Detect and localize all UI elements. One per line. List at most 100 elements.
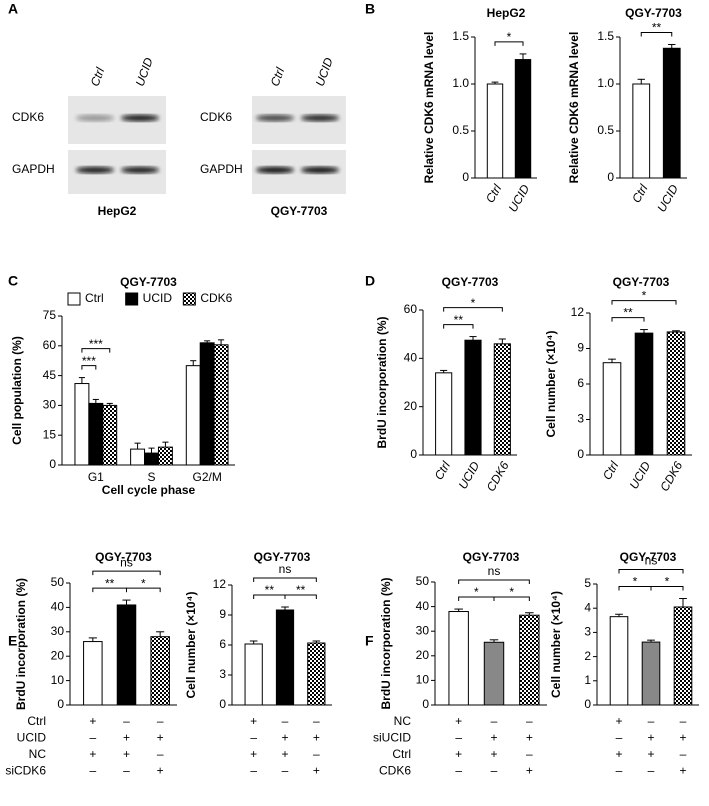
y-tick-label: 3 [219, 667, 226, 681]
y-tick-label: 1.5 [597, 29, 614, 43]
bar [116, 604, 137, 706]
x-tick-label: Ctrl [600, 459, 622, 482]
bar [157, 446, 173, 466]
condition-mark: – [157, 747, 164, 761]
blot-band [121, 166, 159, 174]
panel-label: F [365, 633, 374, 649]
condition-mark: + [455, 747, 462, 761]
y-tick-label: 20 [51, 648, 65, 662]
significance-label: * [507, 30, 512, 44]
y-tick-label: 40 [51, 600, 65, 614]
condition-mark: – [282, 764, 289, 778]
blot-band [76, 166, 114, 174]
condition-mark: + [89, 747, 96, 761]
chart-title: QGY-7703 [613, 275, 670, 289]
y-tick-label: 0 [584, 697, 591, 711]
significance-bracket [494, 41, 524, 46]
x-tick-label: UCID [627, 459, 654, 492]
condition-mark: + [615, 747, 622, 761]
condition-label: NC [29, 747, 47, 761]
significance-label: * [471, 296, 476, 310]
significance-bracket [650, 586, 684, 591]
panel-label: A [8, 1, 18, 17]
y-axis-label: Cell number (×10⁴) [549, 591, 563, 698]
condition-mark: – [491, 764, 498, 778]
y-axis-label: BrdU incorporation (%) [379, 578, 393, 710]
significance-label: ** [265, 583, 275, 597]
x-axis-label: Cell cycle phase [102, 483, 196, 497]
bar [464, 339, 482, 456]
lane-label: UCID [133, 55, 156, 88]
bar [88, 402, 104, 466]
significance-label: ** [105, 576, 115, 590]
condition-label: siCDK6 [5, 764, 46, 778]
condition-mark: + [89, 714, 96, 728]
panel-label: D [365, 273, 375, 289]
significance-bracket [493, 596, 530, 602]
y-tick-label: 6 [577, 376, 584, 390]
blot-band [76, 114, 114, 122]
legend-swatch [67, 292, 81, 306]
chart-title: HepG2 [487, 6, 526, 20]
y-tick-label: 2 [584, 649, 591, 663]
bar [493, 343, 511, 456]
condition-mark: – [616, 764, 623, 778]
condition-mark: + [313, 731, 320, 745]
condition-mark: – [526, 747, 533, 761]
y-tick-label: 0.5 [452, 123, 469, 137]
bar [609, 616, 629, 706]
y-tick-label: 50 [51, 575, 65, 589]
bar [213, 344, 229, 466]
y-tick-label: 6 [219, 637, 226, 651]
significance-label: ** [296, 583, 306, 597]
y-tick-label: 9 [219, 607, 226, 621]
y-tick-label: 0 [49, 457, 56, 471]
panel-label: B [365, 1, 375, 17]
bar [514, 59, 532, 179]
chart-title: QGY-7703 [254, 550, 311, 564]
x-tick-label: UCID [654, 182, 681, 215]
condition-mark: – [89, 764, 96, 778]
legend-label: Ctrl [85, 291, 104, 305]
condition-mark: – [455, 731, 462, 745]
significance-bracket [126, 587, 161, 593]
bar [486, 83, 504, 179]
significance-bracket [253, 577, 317, 582]
condition-mark: – [250, 764, 257, 778]
significance-label: * [509, 585, 514, 599]
significance-bracket [284, 594, 317, 599]
condition-mark: + [679, 764, 686, 778]
bar [144, 452, 159, 466]
bar [102, 404, 118, 466]
y-tick-label: 1.5 [452, 29, 469, 43]
condition-mark: – [123, 714, 130, 728]
blot-row-label: CDK6 [200, 110, 232, 124]
significance-bracket [81, 365, 97, 370]
y-tick-label: 12 [571, 305, 585, 319]
lane-label: UCID [313, 55, 336, 88]
condition-mark: – [616, 731, 623, 745]
condition-mark: + [490, 747, 497, 761]
y-tick-label: 60 [404, 302, 418, 316]
legend-label: CDK6 [200, 291, 232, 305]
significance-label: ns [488, 564, 501, 578]
bar [448, 611, 469, 706]
significance-label: * [642, 289, 647, 303]
lane-label: Ctrl [268, 65, 288, 88]
y-tick-label: 4 [584, 600, 591, 614]
y-axis-label: Cell number (×10⁴) [184, 592, 198, 699]
significance-bracket [92, 570, 161, 576]
condition-mark: + [281, 747, 288, 761]
significance-bracket [458, 579, 530, 585]
legend-label: UCID [143, 291, 173, 305]
condition-mark: + [647, 747, 654, 761]
x-tick-label: CDK6 [657, 459, 685, 494]
bar [130, 448, 146, 466]
significance-bracket [611, 317, 645, 322]
y-tick-label: 0 [577, 447, 584, 461]
condition-mark: + [679, 731, 686, 745]
y-axis-label: Relative CDK6 mRNA level [422, 32, 436, 184]
bar [83, 641, 103, 706]
cell-line-label: HepG2 [98, 204, 137, 218]
bar [307, 642, 326, 706]
